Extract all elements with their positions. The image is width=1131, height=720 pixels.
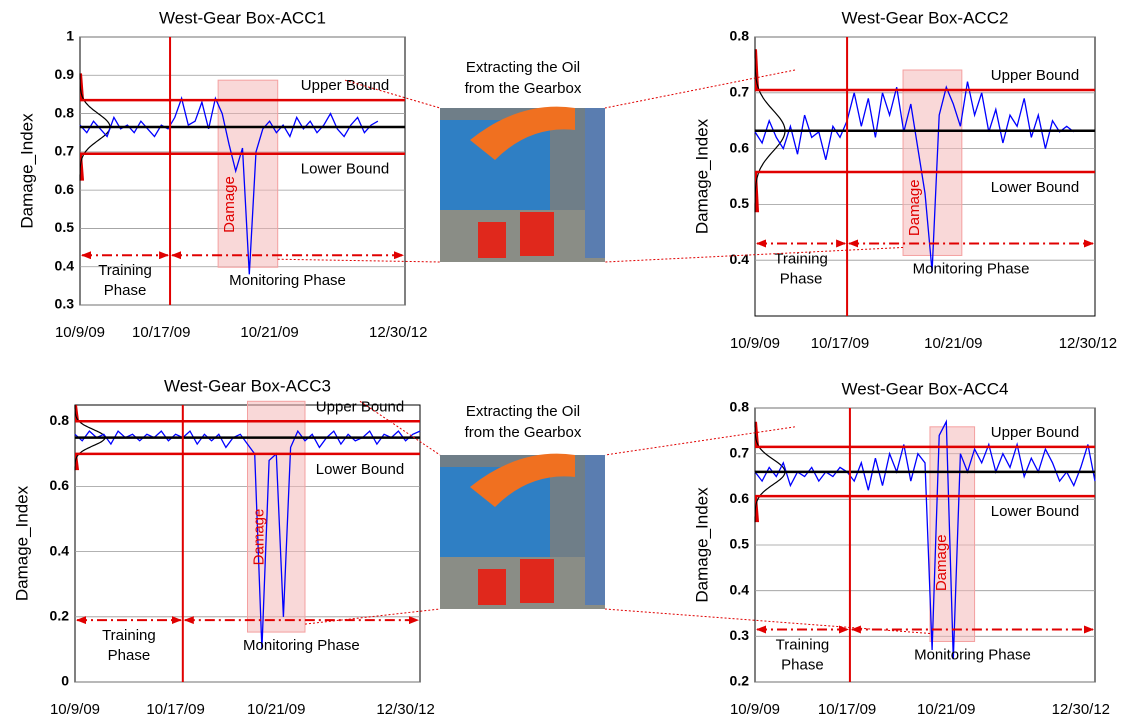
- y-tick-label: 0.2: [50, 608, 70, 624]
- photo: [440, 106, 605, 262]
- x-tick-label: 12/30/12: [376, 701, 434, 715]
- y-tick-label: 0.8: [50, 412, 70, 428]
- connector: [304, 608, 441, 625]
- y-tick-label: 0.6: [730, 139, 750, 155]
- x-tick-label: 10/17/09: [818, 701, 876, 715]
- y-axis-label: Damage_Index: [12, 485, 31, 601]
- monitoring-label: Monitoring Phase: [913, 260, 1030, 277]
- y-tick-label: 0.4: [730, 581, 750, 597]
- y-tick-label: 0.8: [730, 28, 750, 44]
- connector: [359, 400, 441, 456]
- damage-label: Damage: [906, 179, 923, 236]
- photo-caption: from the Gearbox: [465, 424, 582, 441]
- y-tick-label: 0.8: [730, 399, 750, 415]
- connector: [604, 426, 796, 456]
- photo-caption: from the Gearbox: [465, 80, 582, 97]
- training-label: Phase: [780, 270, 823, 287]
- y-tick-label: 0.5: [730, 536, 750, 552]
- x-tick-label: 10/17/09: [132, 324, 190, 341]
- y-tick-label: 0.7: [730, 84, 750, 100]
- connector: [604, 246, 904, 263]
- x-tick-label: 10/21/09: [247, 701, 305, 715]
- x-tick-label: 10/9/09: [730, 701, 780, 715]
- monitoring-label: Monitoring Phase: [243, 637, 360, 654]
- damage-region: [217, 79, 279, 268]
- y-tick-label: 0.3: [730, 627, 750, 643]
- x-tick-label: 10/9/09: [55, 324, 105, 341]
- chart: 0 0.2 0.4 0.6 0.8 10/9/09 10/17/09 10/21/09 12/3…: [12, 376, 441, 718]
- chart: 0.2 0.3 0.4 0.5 0.6 0.7 0.8 10/9/09 10/17/09 10/2…: [604, 379, 1110, 718]
- chart: 0.3 0.4 0.5 0.6 0.7 0.8 0.9 1 10/9/09 10/17/09 10/…: [17, 8, 441, 341]
- training-label: Phase: [781, 656, 824, 673]
- y-tick-label: 1: [66, 28, 74, 44]
- y-axis-label: Damage_Index: [692, 487, 711, 603]
- x-tick-label: 10/21/09: [917, 701, 975, 715]
- connector: [604, 69, 796, 109]
- x-tick-label: 10/21/09: [240, 324, 298, 341]
- chart-title: West-Gear Box-ACC4: [842, 379, 1009, 398]
- y-tick-label: 0.4: [50, 542, 70, 558]
- lower-bound-label: Lower Bound: [301, 161, 389, 178]
- y-tick-label: 0.4: [55, 257, 75, 273]
- x-tick-label: 10/9/09: [50, 701, 100, 715]
- lower-bound-label: Lower Bound: [991, 179, 1079, 196]
- y-tick-label: 0.5: [55, 219, 75, 235]
- chart-title: West-Gear Box-ACC2: [842, 8, 1009, 27]
- data-line: [754, 81, 1075, 272]
- y-tick-label: 0.7: [55, 143, 75, 159]
- upper-bound-label: Upper Bound: [991, 424, 1079, 441]
- chart: 0.4 0.5 0.6 0.7 0.8 10/9/09 10/17/09 10/21/09 12…: [604, 8, 1117, 352]
- training-label: Phase: [108, 647, 151, 664]
- x-tick-label: 12/30/12: [1052, 701, 1110, 715]
- y-tick-label: 0.6: [55, 181, 75, 197]
- y-tick-label: 0.6: [50, 477, 70, 493]
- y-axis-label: Damage_Index: [692, 118, 711, 234]
- x-tick-label: 12/30/12: [369, 324, 427, 341]
- chart-title: West-Gear Box-ACC1: [159, 8, 326, 27]
- upper-bound-label: Upper Bound: [316, 398, 404, 415]
- damage-label: Damage: [250, 509, 267, 566]
- y-tick-label: 0.2: [730, 673, 750, 689]
- y-tick-label: 0.9: [55, 66, 75, 82]
- upper-bound-label: Upper Bound: [301, 77, 389, 94]
- lower-bound-label: Lower Bound: [316, 461, 404, 478]
- chart-title: West-Gear Box-ACC3: [164, 376, 331, 395]
- damage-label: Damage: [933, 534, 950, 591]
- x-tick-label: 10/17/09: [146, 701, 204, 715]
- training-label: Training: [776, 636, 830, 653]
- x-tick-label: 12/30/12: [1059, 335, 1117, 352]
- training-label: Training: [102, 627, 156, 644]
- x-tick-label: 10/17/09: [811, 335, 869, 352]
- x-tick-label: 10/9/09: [730, 335, 780, 352]
- lower-bound-label: Lower Bound: [991, 503, 1079, 520]
- connector: [277, 258, 441, 263]
- photo-caption: Extracting the Oil: [466, 59, 580, 76]
- y-axis-label: Damage_Index: [17, 113, 36, 229]
- y-tick-label: 0.8: [55, 104, 75, 120]
- y-tick-label: 0.6: [730, 490, 750, 506]
- damage-label: Damage: [221, 176, 238, 233]
- y-tick-label: 0: [61, 673, 69, 689]
- connector: [344, 79, 441, 109]
- photo-caption: Extracting the Oil: [466, 403, 580, 420]
- monitoring-label: Monitoring Phase: [914, 646, 1031, 663]
- y-tick-label: 0.4: [730, 251, 750, 267]
- x-tick-label: 10/21/09: [924, 335, 982, 352]
- y-tick-label: 0.7: [730, 444, 750, 460]
- photo: [440, 453, 605, 609]
- y-tick-label: 0.5: [730, 195, 750, 211]
- training-label: Training: [98, 262, 152, 279]
- y-tick-label: 0.3: [55, 296, 75, 312]
- training-label: Phase: [104, 282, 147, 299]
- training-label: Training: [774, 250, 828, 267]
- upper-bound-label: Upper Bound: [991, 67, 1079, 84]
- monitoring-label: Monitoring Phase: [229, 272, 346, 289]
